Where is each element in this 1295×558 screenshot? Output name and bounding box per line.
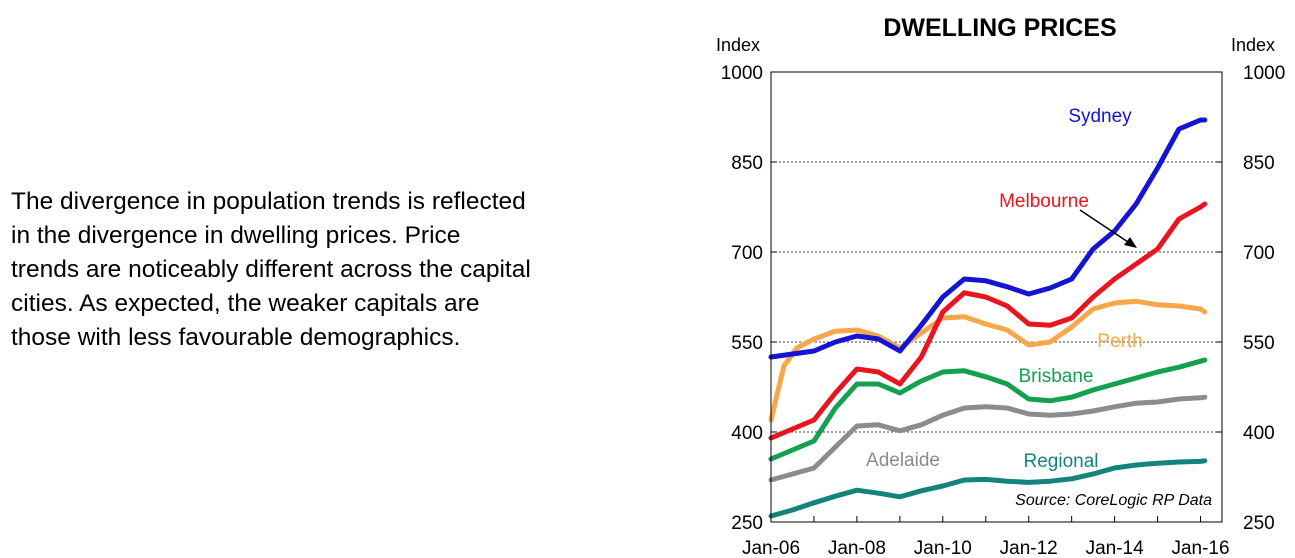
y-axis-label-right: Index xyxy=(1231,35,1275,55)
series-line-perth xyxy=(768,298,1208,423)
x-tick-label: Jan-16 xyxy=(1171,538,1229,558)
series-layer xyxy=(768,117,1208,519)
series-line-sydney xyxy=(768,117,1208,360)
series-label-brisbane: Brisbane xyxy=(1019,366,1094,387)
body-text-line: in the divergence in dwelling prices. Pr… xyxy=(11,222,461,249)
series-label-sydney: Sydney xyxy=(1068,106,1132,127)
series-line-adelaide xyxy=(768,394,1208,483)
y-tick-label-left: 1000 xyxy=(721,63,763,84)
x-tick-label: Jan-14 xyxy=(1086,538,1145,558)
y-tick-label-left: 850 xyxy=(731,153,763,174)
series-label-adelaide: Adelaide xyxy=(866,450,940,471)
series-labels: Sydney Melbourne Perth Brisbane Adelaide… xyxy=(866,106,1143,472)
y-tick-label-left: 700 xyxy=(731,243,763,264)
y-tick-label-right: 250 xyxy=(1243,513,1275,534)
body-text-line: those with less favourable demographics. xyxy=(11,324,461,351)
y-tick-label-right: 550 xyxy=(1243,333,1275,354)
y-tick-label-right: 400 xyxy=(1243,423,1275,444)
series-label-perth: Perth xyxy=(1097,331,1142,352)
x-tick-label: Jan-12 xyxy=(1000,538,1058,558)
body-text-line: The divergence in population trends is r… xyxy=(11,188,526,215)
x-tick-label: Jan-08 xyxy=(828,538,886,558)
series-line-melbourne xyxy=(768,201,1208,441)
body-text-line: trends are noticeably different across t… xyxy=(11,256,531,283)
y-tick-label-right: 1000 xyxy=(1243,63,1285,84)
y-tick-label-right: 850 xyxy=(1243,153,1275,174)
source-note: Source: CoreLogic RP Data xyxy=(1015,492,1212,509)
x-tick-label: Jan-06 xyxy=(742,538,800,558)
series-label-melbourne: Melbourne xyxy=(999,191,1089,212)
body-text-line: cities. As expected, the weaker capitals… xyxy=(11,290,480,317)
plot-frame xyxy=(770,71,1223,523)
body-text: The divergence in population trends is r… xyxy=(11,185,651,355)
y-tick-label-left: 400 xyxy=(731,423,763,444)
y-tick-label-left: 550 xyxy=(731,333,763,354)
melbourne-pointer-arrow xyxy=(1079,209,1132,245)
chart-title: DWELLING PRICES xyxy=(883,14,1116,42)
x-tick-label: Jan-10 xyxy=(914,538,972,558)
axis-ticks: 250 250 400 400 550 550 700 700 850 850 1000 1000 Ja… xyxy=(721,63,1286,558)
grid-lines xyxy=(771,161,1222,433)
series-label-regional: Regional xyxy=(1024,451,1099,472)
series-line-regional xyxy=(768,458,1208,519)
series-line-brisbane xyxy=(768,357,1208,462)
melbourne-pointer-arrowhead xyxy=(1124,237,1137,248)
y-tick-label-right: 700 xyxy=(1243,243,1275,264)
y-axis-label-left: Index xyxy=(716,35,760,55)
y-tick-label-left: 250 xyxy=(731,513,763,534)
